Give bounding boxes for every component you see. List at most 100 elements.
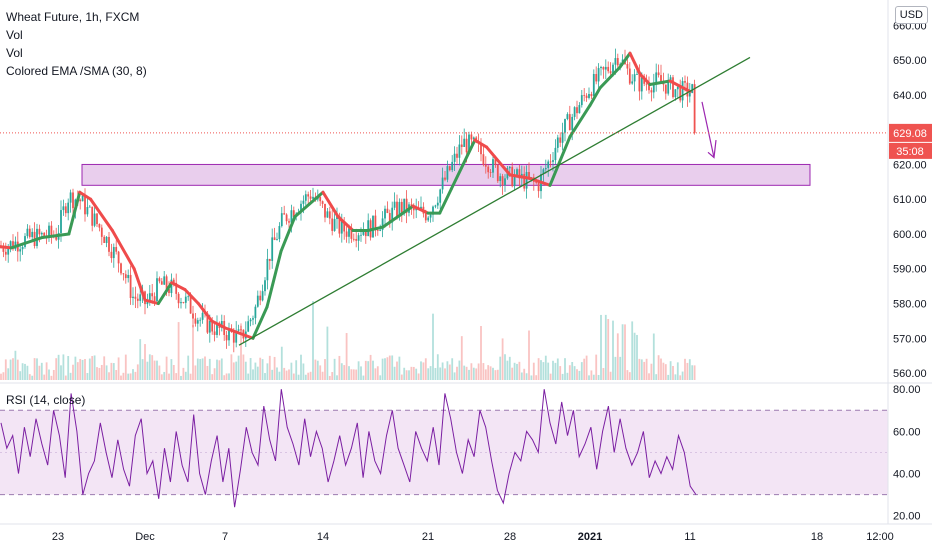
candle-body: [496, 164, 499, 182]
candle-body: [434, 205, 437, 207]
candle-body: [321, 201, 324, 204]
candle-body: [564, 118, 566, 133]
candle-body: [225, 334, 228, 341]
volume-bar: [607, 319, 610, 380]
candle-body: [439, 189, 442, 203]
volume-bar: [499, 356, 502, 380]
candle-body: [393, 201, 396, 208]
volume-bar: [412, 366, 415, 380]
volume-bar: [165, 356, 168, 380]
time-tick: 18: [811, 531, 823, 543]
volume-bar: [542, 362, 545, 380]
volume-bar: [492, 367, 494, 380]
volume-bar: [513, 362, 516, 380]
candle-body: [472, 137, 475, 140]
volume-bar: [468, 369, 470, 380]
currency-button[interactable]: USD: [894, 6, 928, 24]
ema-segment: [0, 245, 13, 250]
volume-bar: [376, 366, 379, 380]
volume-bar: [235, 361, 238, 380]
ema-segment: [170, 281, 187, 292]
candle-body: [132, 296, 134, 298]
volume-bar: [105, 365, 108, 380]
candle-body: [348, 228, 350, 237]
volume-bar: [36, 358, 38, 380]
candle-body: [468, 134, 470, 153]
ema-segment: [89, 197, 114, 233]
candle-body: [292, 210, 295, 218]
volume-bar: [487, 365, 490, 380]
candle-body: [566, 114, 569, 119]
candle-body: [489, 172, 492, 173]
candle-body: [628, 68, 631, 84]
volume-bar: [201, 358, 204, 380]
volume-bar: [314, 359, 317, 380]
candle-body: [184, 296, 187, 303]
volume-bar: [0, 373, 2, 380]
candle-body: [609, 71, 612, 74]
rsi-line: [0, 389, 697, 508]
legend-vol-1[interactable]: Vol: [6, 28, 23, 42]
candle-body: [91, 206, 94, 226]
legend-vol-2[interactable]: Vol: [6, 46, 23, 60]
candle-body: [259, 295, 262, 301]
volume-bar: [228, 373, 230, 380]
candle-body: [384, 208, 386, 219]
ema-segment: [67, 190, 82, 236]
volume-bar: [91, 356, 94, 380]
candle-body: [372, 215, 374, 238]
volume-bar: [686, 362, 689, 380]
volume-bar: [427, 368, 430, 380]
candle-body: [163, 276, 166, 285]
candle-body: [386, 208, 389, 214]
volume-bar: [62, 354, 65, 380]
candle-body: [199, 319, 202, 321]
volume-bar: [602, 368, 605, 380]
volume-bar: [624, 324, 626, 380]
candle-body: [122, 273, 125, 275]
candle-body: [38, 228, 41, 235]
candle-body: [288, 221, 290, 223]
price-tick: 580.00: [893, 299, 927, 311]
rsi-legend[interactable]: RSI (14, close): [6, 393, 86, 407]
forecast-arrow: [701, 101, 715, 158]
candle-body: [676, 86, 679, 90]
volume-bar: [472, 367, 475, 380]
volume-bar: [266, 363, 269, 380]
candle-body: [504, 178, 506, 186]
volume-bar: [7, 368, 10, 380]
candle-body: [568, 114, 571, 131]
volume-bar: [242, 354, 245, 380]
ema-segment: [223, 326, 255, 340]
volume-bar: [631, 321, 634, 380]
volume-bar: [96, 367, 98, 380]
candle-body: [98, 224, 101, 228]
volume-bar: [429, 366, 432, 380]
candle-body: [331, 218, 334, 231]
volume-bars: [0, 301, 696, 380]
volume-bar: [60, 365, 62, 380]
candle-body: [556, 137, 559, 148]
volume-bar: [408, 370, 410, 380]
volume-bar: [640, 359, 643, 380]
rsi-tick: 80.00: [893, 384, 921, 396]
volume-bar: [621, 324, 624, 380]
candle-body: [117, 251, 120, 264]
candle-body: [81, 195, 84, 202]
volume-bar: [45, 362, 48, 380]
candle-body: [271, 237, 274, 261]
volume-bar: [38, 365, 41, 380]
volume-bar: [348, 366, 350, 380]
candle-body: [328, 211, 331, 219]
legend-symbol[interactable]: Wheat Future, 1h, FXCM: [6, 10, 140, 24]
candle-body: [499, 176, 502, 182]
candle-body: [220, 321, 223, 328]
ema-segment: [110, 229, 136, 271]
volume-bar: [74, 356, 77, 380]
volume-bar: [612, 320, 614, 380]
legend-indicator[interactable]: Colored EMA /SMA (30, 8): [6, 64, 147, 78]
volume-bar: [552, 360, 554, 380]
time-tick: 12:00: [866, 531, 894, 543]
candle-body: [432, 206, 434, 215]
